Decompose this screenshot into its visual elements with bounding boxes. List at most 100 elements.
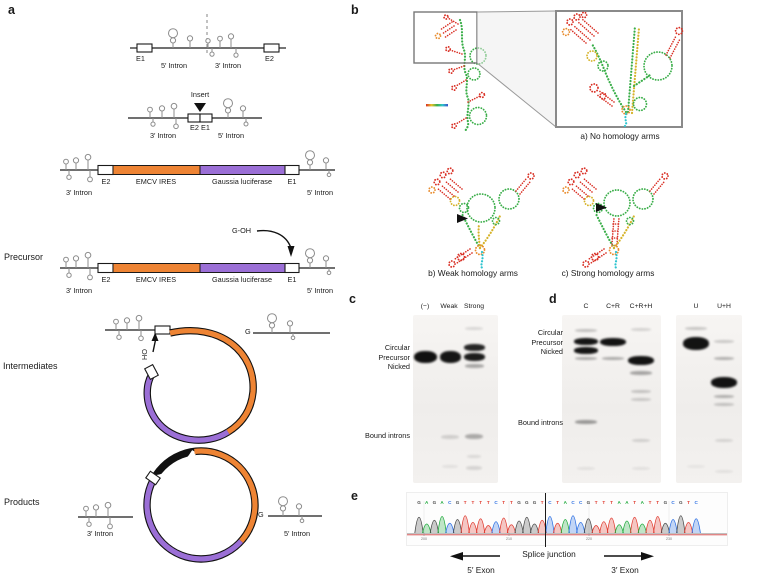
panel-label-a: a xyxy=(8,3,15,17)
chromatogram-base-letter: G xyxy=(433,500,437,505)
row-label-circular: Circular xyxy=(384,343,410,352)
chromatogram-base-letter: C xyxy=(494,500,498,505)
chromatogram-base-letter: T xyxy=(656,500,659,505)
exon2-label: E2 xyxy=(101,177,111,186)
gel-band xyxy=(714,357,734,360)
gel-band xyxy=(439,351,461,363)
products-diagram xyxy=(78,447,322,563)
gel-band xyxy=(632,439,650,442)
circle-arc-ires xyxy=(194,448,258,543)
chromatogram-base-letter: A xyxy=(425,500,429,505)
row-label-precursor: Precursor xyxy=(531,337,563,347)
chromatogram-peak xyxy=(499,517,509,534)
row-label-bound-introns: Bound introns xyxy=(517,418,563,427)
gaussia-luciferase-box xyxy=(199,263,286,273)
exon-junction-box xyxy=(145,470,161,486)
oh-label: OH xyxy=(139,349,149,360)
gel-band xyxy=(574,347,598,354)
exon-tip-box xyxy=(143,363,160,381)
gel-band xyxy=(413,351,437,363)
gel-image-c xyxy=(413,315,498,483)
caption-strong-homology: c) Strong homology arms xyxy=(561,268,655,278)
chromatogram-base-letter: T xyxy=(595,500,598,505)
annotation-arrowhead xyxy=(457,214,468,223)
gel-c-lane-label: Strong xyxy=(463,303,485,310)
row-label-circular: Circular xyxy=(537,328,563,337)
insert-arrowhead xyxy=(194,103,206,112)
gel-band xyxy=(600,338,626,346)
g-label: G xyxy=(258,510,264,519)
exon2-box xyxy=(97,262,114,274)
g-oh-label: G-OH xyxy=(232,226,252,235)
chromatogram-base-letter: G xyxy=(517,500,521,505)
gel-d-lane-label: U+H xyxy=(717,303,731,310)
gel-d-lane-label: C xyxy=(583,303,589,310)
gel-band xyxy=(711,377,737,388)
gel-band xyxy=(687,465,705,468)
chromatogram-base-letter: G xyxy=(664,500,668,505)
construct-linear-precursor xyxy=(130,14,286,56)
chromatogram-peak xyxy=(514,520,524,534)
gel-band xyxy=(632,467,650,470)
chromatogram-base-letter: G xyxy=(587,500,591,505)
zoom-connector-line-bottom xyxy=(476,62,557,128)
chromatogram-base-letter: G xyxy=(525,500,529,505)
row-label-precursor: Precursor xyxy=(378,352,410,362)
gel-d-lane-label: C+R+H xyxy=(629,303,653,310)
circle-arc-ires xyxy=(169,328,256,435)
gel-band xyxy=(465,327,483,330)
construct-precursor xyxy=(60,229,335,274)
chromatogram-base-letter: T xyxy=(479,500,482,505)
intron3-label: 3′ Intron xyxy=(86,529,114,538)
rna-structure-strong-homology xyxy=(562,167,669,270)
intron5-label: 5′ Intron xyxy=(217,131,245,140)
gel-band xyxy=(631,328,651,331)
emcv-ires-label: EMCV IRES xyxy=(135,177,177,186)
chromatogram-base-letter: G xyxy=(417,500,421,505)
chromatogram-base-letter: G xyxy=(679,500,683,505)
gel-band xyxy=(575,329,597,332)
color-scale-bar xyxy=(426,104,448,107)
gaussia-luciferase-label: Gaussia luciferase xyxy=(211,275,273,284)
gaussia-luciferase-label: Gaussia luciferase xyxy=(211,177,273,186)
chromatogram-peak xyxy=(606,517,617,534)
splice-junction-label: Splice junction xyxy=(522,549,576,559)
chromatogram-peak xyxy=(491,521,501,534)
exon1-label: E1 xyxy=(287,275,297,284)
intron5-label: 5′ Intron xyxy=(160,61,188,70)
gel-band xyxy=(463,344,485,351)
exon2-box xyxy=(187,113,201,123)
gel-band xyxy=(574,338,598,345)
chromatogram-peak xyxy=(630,516,640,534)
chromatogram-peak xyxy=(683,522,694,534)
exon2-label: E2 xyxy=(101,275,111,284)
annotation-arrowhead xyxy=(596,203,607,212)
chromatogram-base-letter: C xyxy=(695,500,699,505)
chromatogram-base-letter: G xyxy=(533,500,537,505)
exon3-label: 3′ Exon xyxy=(611,565,639,575)
chromatogram-base-letter: A xyxy=(641,500,645,505)
gel-band xyxy=(714,340,734,343)
emcv-ires-box xyxy=(112,263,201,273)
exon1-label: E1 xyxy=(136,54,145,63)
row-label-nicked: Nicked xyxy=(540,347,563,356)
chromatogram-base-letter: C xyxy=(448,500,452,505)
caption-no-homology: a) No homology arms xyxy=(580,131,660,141)
chromatogram-peak xyxy=(445,522,455,534)
emcv-ires-label: EMCV IRES xyxy=(135,275,177,284)
insert-label: Insert xyxy=(190,90,210,99)
chromatogram-peak xyxy=(622,520,632,534)
caption-weak-homology: b) Weak homology arms xyxy=(428,268,518,278)
chromatogram-peak xyxy=(599,521,609,534)
chromatogram-peak xyxy=(645,519,655,534)
gel-band xyxy=(463,353,485,361)
gel-band xyxy=(631,398,651,401)
chromatogram-peak xyxy=(583,518,593,534)
intron3-label: 3′ Intron xyxy=(65,286,93,295)
chromatogram-peak xyxy=(637,523,647,534)
chromatogram-base-letter: T xyxy=(610,500,613,505)
construct-reporter xyxy=(60,164,335,176)
chromatogram-peak xyxy=(414,516,424,534)
